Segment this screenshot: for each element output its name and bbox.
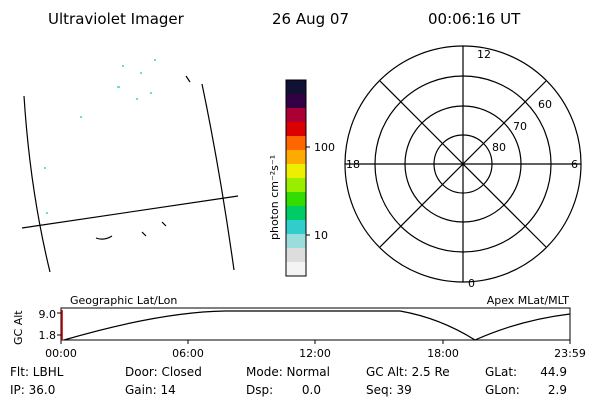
colorbar-cell [286, 262, 306, 276]
mlt-label-12: 12 [477, 48, 491, 61]
colorbar-cell [286, 192, 306, 206]
coast-fragment [95, 235, 113, 240]
observation-time: 00:06:16 UT [428, 10, 521, 28]
colorbar-unit-label: photon cm⁻²s⁻¹ [268, 155, 281, 240]
observation-date: 26 Aug 07 [272, 10, 349, 28]
ip-readout: IP: 36.0 [10, 383, 55, 397]
colorbar-cell [286, 234, 306, 248]
dsp-label: Dsp: [246, 383, 273, 397]
x-tick-label: 23:59 [554, 347, 586, 360]
x-tick-label: 06:00 [172, 347, 204, 360]
x-tick-label: 18:00 [427, 347, 459, 360]
colorbar: 100 10 photon cm⁻²s⁻¹ [268, 79, 335, 277]
altitude-curve [63, 310, 571, 341]
colorbar-cell [286, 164, 306, 178]
altitude-plot-ytick: 9.0 [39, 308, 57, 321]
dsp-value: 0.0 [302, 383, 321, 397]
altitude-plot: Geographic Lat/Lon Apex MLat/MLT GC Alt … [12, 294, 586, 360]
colorbar-gradient [286, 80, 306, 276]
latitude-line [21, 195, 239, 229]
filter-readout: Flt: LBHL [10, 365, 64, 379]
polar-plot [344, 45, 582, 283]
coast-fragment [185, 75, 191, 83]
geographic-image-panel [21, 75, 239, 273]
colorbar-cell [286, 136, 306, 150]
door-readout: Door: Closed [125, 365, 202, 379]
mlat-label-70: 70 [513, 120, 527, 133]
glat-value: 44.9 [540, 365, 567, 379]
mlt-label-6: 6 [571, 158, 578, 171]
altitude-plot-ylabel: GC Alt [12, 310, 25, 345]
mlat-label-80: 80 [492, 141, 506, 154]
x-tick-label: 12:00 [299, 347, 331, 360]
mlt-label-0: 0 [468, 277, 475, 290]
aurora-pixels [44, 59, 156, 214]
colorbar-cell [286, 108, 306, 122]
colorbar-cell [286, 122, 306, 136]
altitude-plot-frame [60, 307, 571, 341]
colorbar-tick-label: 100 [314, 141, 335, 154]
altitude-plot-left-title: Geographic Lat/Lon [70, 294, 177, 307]
mlat-label-60: 60 [538, 98, 552, 111]
altitude-plot-ytick: 1.8 [39, 329, 57, 342]
colorbar-cell [286, 94, 306, 108]
colorbar-cell [286, 248, 306, 262]
colorbar-frame [285, 79, 307, 277]
colorbar-cell [286, 80, 306, 94]
info-row-2: IP: 36.0 Gain: 14 Dsp: 0.0 Seq: 39 GLon:… [10, 383, 567, 397]
colorbar-cell [286, 150, 306, 164]
glon-label: GLon: [485, 383, 520, 397]
mlt-label-18: 18 [346, 158, 360, 171]
instrument-title: Ultraviolet Imager [48, 10, 185, 28]
glat-label: GLat: [485, 365, 517, 379]
info-row-1: Flt: LBHL Door: Closed Mode: Normal GC A… [10, 365, 567, 379]
longitude-line-left [23, 95, 51, 273]
colorbar-cell [286, 206, 306, 220]
polar-diagonal [379, 80, 547, 248]
x-tick-label: 00:00 [45, 347, 77, 360]
colorbar-tick-label: 10 [314, 229, 328, 242]
mode-readout: Mode: Normal [246, 365, 330, 379]
colorbar-cell [286, 220, 306, 234]
sequence-readout: Seq: 39 [366, 383, 412, 397]
longitude-line-right [201, 83, 235, 271]
colorbar-cell [286, 178, 306, 192]
altitude-plot-right-title: Apex MLat/MLT [487, 294, 570, 307]
coast-fragment [161, 221, 167, 227]
gain-readout: Gain: 14 [125, 383, 176, 397]
coast-fragment [141, 231, 147, 237]
gc-altitude-readout: GC Alt: 2.5 Re [366, 365, 450, 379]
glon-value: 2.9 [548, 383, 567, 397]
